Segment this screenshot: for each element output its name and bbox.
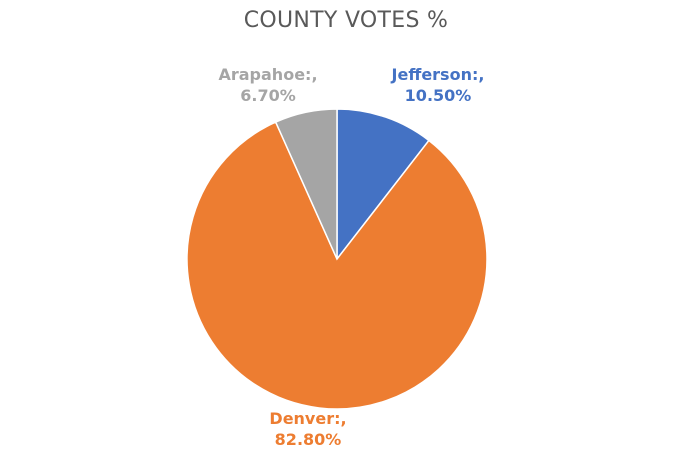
slice-name-arapahoe: Arapahoe:, [218,65,318,84]
chart-title: COUNTY VOTES % [243,8,449,33]
data-label-arapahoe: Arapahoe:, 6.70% [208,64,328,106]
data-label-denver: Denver:, 82.80% [248,408,368,450]
slice-name-jefferson: Jefferson:, [391,65,485,84]
slice-value-arapahoe: 6.70% [240,86,296,105]
slice-name-denver: Denver:, [269,409,347,428]
pie-slices [186,108,488,410]
slice-value-jefferson: 10.50% [404,86,472,105]
pie-slice-denver [186,121,488,410]
slice-value-denver: 82.80% [274,430,342,449]
data-label-jefferson: Jefferson:, 10.50% [378,64,498,106]
pie-slice-jefferson [336,108,430,262]
pie-slice-arapahoe [274,108,338,260]
